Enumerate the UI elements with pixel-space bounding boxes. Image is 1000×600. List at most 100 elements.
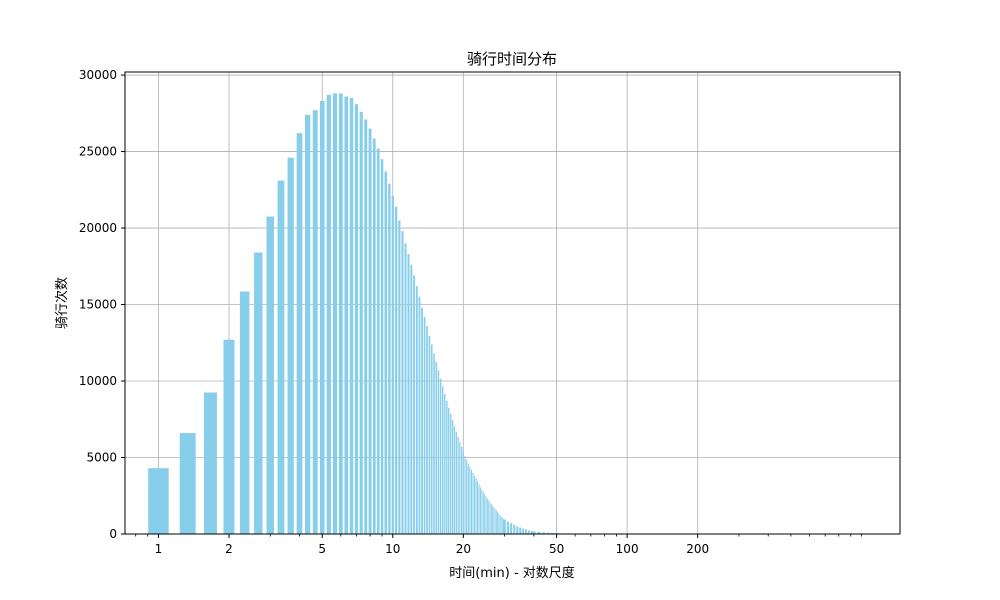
bar (494, 508, 496, 534)
bar (500, 516, 502, 534)
bar (404, 243, 407, 534)
bar (287, 157, 294, 534)
bar (493, 507, 495, 534)
bar (478, 484, 480, 534)
bar (462, 451, 464, 534)
x-tick-label: 100 (616, 542, 639, 556)
bar (413, 275, 416, 534)
bar (239, 291, 250, 534)
bar (437, 370, 440, 534)
bar (428, 335, 431, 534)
bar (384, 171, 388, 535)
bar (359, 111, 363, 534)
bar (448, 407, 450, 534)
bar (488, 500, 490, 534)
x-axis-title: 时间(min) - 对数尺度 (449, 565, 575, 581)
bar (444, 394, 446, 534)
bar (482, 491, 484, 534)
bar (372, 138, 376, 534)
bar (481, 489, 483, 534)
bar (376, 148, 380, 535)
bar (501, 517, 503, 534)
bar (441, 386, 444, 534)
bar (475, 478, 477, 534)
bar (479, 487, 481, 534)
bar (522, 528, 525, 534)
bar (510, 523, 513, 534)
bar (457, 436, 459, 534)
bar (495, 510, 497, 534)
bar (459, 442, 461, 534)
bar (474, 475, 476, 534)
x-tick-label: 50 (549, 542, 564, 556)
bar (435, 361, 438, 534)
x-tick-label: 10 (385, 542, 400, 556)
y-tick-label: 25000 (79, 145, 117, 159)
bar (461, 446, 463, 534)
bar (410, 264, 413, 534)
bar (469, 466, 471, 534)
bar (312, 110, 318, 535)
bar (391, 195, 394, 534)
bar (503, 519, 506, 534)
bar (537, 532, 541, 534)
y-tick-label: 5000 (86, 451, 117, 465)
bar (489, 502, 491, 534)
bar (430, 344, 433, 534)
bar (394, 206, 398, 535)
bar (179, 433, 196, 534)
bar (513, 524, 516, 534)
y-tick-label: 10000 (79, 374, 117, 388)
bar (464, 455, 466, 534)
bar (466, 459, 468, 534)
bar (426, 325, 428, 534)
bar (486, 498, 488, 534)
bar (519, 527, 522, 534)
bar (349, 98, 354, 534)
bar (439, 378, 442, 534)
bar (546, 532, 550, 534)
bar (485, 496, 487, 534)
bar (490, 504, 492, 534)
bar (421, 307, 423, 534)
bar (492, 505, 494, 534)
bar (277, 180, 285, 534)
bar (415, 286, 418, 534)
x-tick-label: 1 (155, 542, 163, 556)
bar (401, 231, 404, 534)
bar (467, 463, 469, 534)
bar (148, 468, 169, 534)
bar (446, 400, 448, 534)
x-tick-label: 2 (225, 542, 233, 556)
bar (364, 119, 368, 535)
bar (453, 426, 456, 534)
bar (470, 469, 473, 534)
bar (305, 114, 311, 534)
x-tick-label: 5 (318, 542, 326, 556)
bar (332, 93, 338, 534)
x-tick-label: 200 (686, 542, 709, 556)
bar (477, 481, 479, 534)
bar (506, 521, 510, 534)
y-tick-label: 30000 (79, 68, 117, 82)
bar (319, 101, 325, 534)
bar (388, 183, 391, 535)
bar (418, 296, 421, 534)
bar (455, 431, 457, 534)
bar (326, 94, 331, 534)
bar (223, 339, 235, 534)
bar (530, 530, 533, 534)
chart-title: 骑行时间分布 (467, 50, 557, 68)
bar (516, 526, 519, 534)
bar (524, 529, 527, 534)
bar (338, 93, 343, 534)
bar (344, 96, 349, 535)
bar (398, 220, 401, 534)
bar (354, 104, 359, 535)
bar (484, 494, 486, 534)
x-tick-label: 20 (456, 542, 471, 556)
plot-frame (124, 71, 901, 535)
bar (203, 392, 217, 534)
y-tick-label: 0 (109, 527, 117, 541)
